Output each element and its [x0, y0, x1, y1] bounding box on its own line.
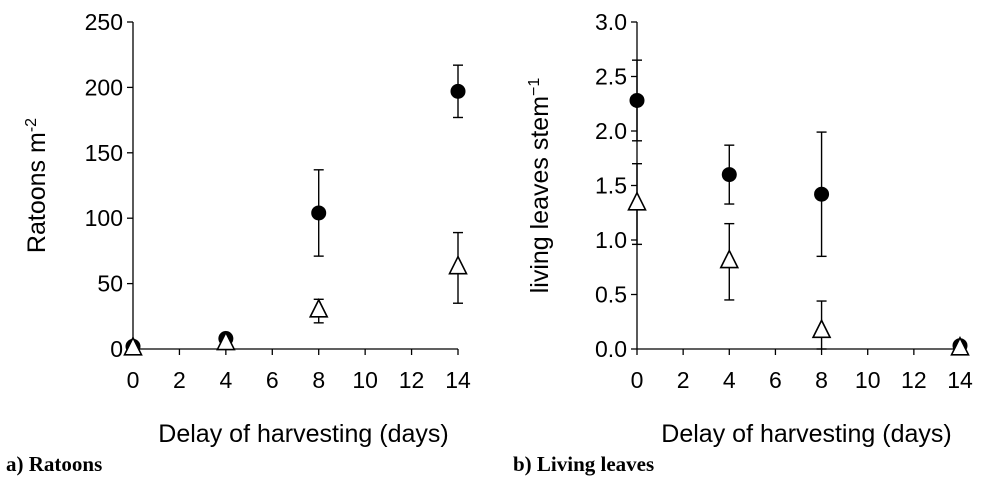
y-tick-label: 100	[85, 205, 123, 231]
x-tick-label: 6	[266, 367, 279, 393]
x-axis-label: Delay of harvesting (days)	[661, 420, 951, 448]
y-tick-label: 150	[85, 140, 123, 166]
y-axis-label-text: Ratoons m	[23, 132, 51, 253]
y-tick-label: 3.0	[595, 9, 627, 35]
x-tick-label: 2	[677, 367, 690, 393]
data-point-circle	[814, 186, 830, 202]
y-tick-label: 250	[85, 9, 123, 35]
data-point-triangle	[123, 335, 143, 356]
chart-ratoons: 0 50 100 150 200 250 0 2 4 6 8 10 12 14 Delay of harve…	[23, 9, 471, 448]
y-tick-label: 2.5	[595, 64, 627, 90]
data-point-triangle	[719, 248, 740, 269]
y-tick-label: 200	[85, 74, 123, 100]
y-axis-label-superscript: -2	[23, 118, 40, 132]
x-tick-label: 10	[855, 367, 881, 393]
x-axis-label: Delay of harvesting (days)	[158, 420, 448, 448]
y-tick-label: 2.0	[595, 118, 627, 144]
data-point-triangle	[308, 298, 329, 318]
x-tick-label: 0	[631, 367, 644, 393]
x-tick-label: 12	[399, 367, 425, 393]
y-axis-label: living leaves stem−1	[526, 78, 554, 294]
y-axis-label-superscript: −1	[526, 78, 543, 96]
x-tick-label: 2	[173, 367, 186, 393]
x-tick-label: 8	[815, 367, 828, 393]
x-tick-label: 10	[352, 367, 378, 393]
data-point-circle	[629, 92, 645, 108]
x-tick-label: 14	[947, 367, 973, 393]
y-tick-label: 50	[97, 271, 123, 297]
x-tick-label: 4	[219, 367, 232, 393]
data-point-triangle	[950, 335, 970, 356]
x-tick-label: 0	[127, 367, 140, 393]
data-point-triangle	[448, 254, 468, 275]
data-point-triangle	[627, 191, 647, 211]
caption-ratoons: a) Ratoons	[6, 452, 103, 476]
chart-living-leaves: 0.0 0.5 1.0 1.5 2.0 2.5 3.0 0 2 4 6 8 10 12 14 Delay of…	[526, 9, 973, 448]
data-point-circle	[450, 83, 466, 99]
data-point-circle	[721, 167, 737, 183]
y-axis-label-text: living leaves stem	[526, 96, 554, 293]
y-axis-label: Ratoons m-2	[23, 118, 51, 253]
data-point-circle	[311, 205, 327, 221]
y-tick-label: 0	[110, 336, 123, 362]
x-tick-label: 4	[723, 367, 736, 393]
y-tick-label: 0.0	[595, 336, 627, 362]
x-tick-label: 6	[769, 367, 782, 393]
x-tick-label: 12	[901, 367, 927, 393]
y-tick-label: 1.0	[595, 227, 627, 253]
data-point-triangle	[216, 330, 236, 351]
caption-living-leaves: b) Living leaves	[513, 452, 655, 476]
data-point-triangle	[811, 318, 832, 339]
y-tick-label: 1.5	[595, 173, 627, 199]
x-tick-label: 14	[445, 367, 471, 393]
y-tick-label: 0.5	[595, 282, 627, 308]
x-tick-label: 8	[312, 367, 325, 393]
